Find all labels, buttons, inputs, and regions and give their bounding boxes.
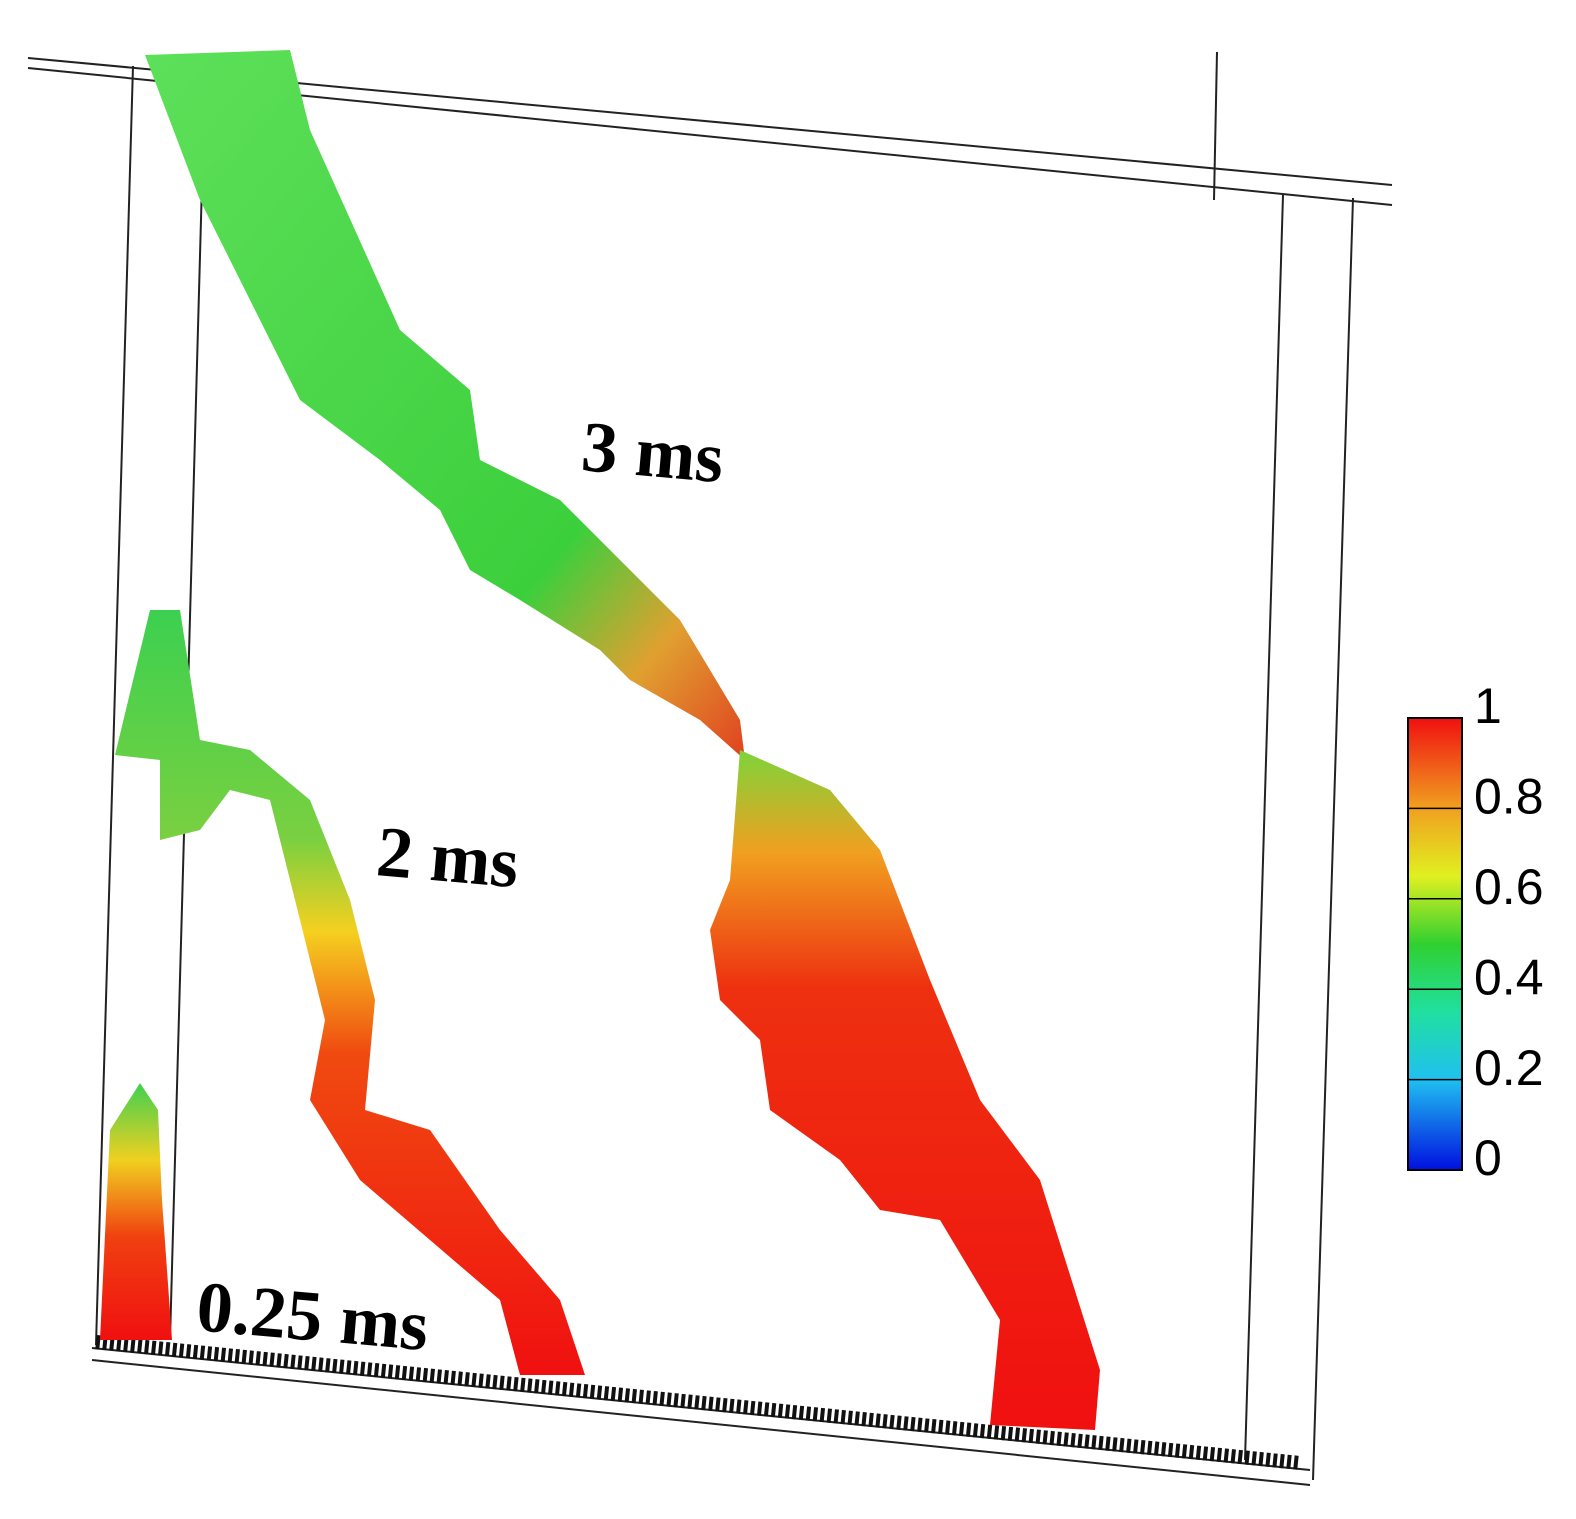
colorbar-tick-label: 0: [1474, 1130, 1502, 1186]
time-label: 2 ms: [374, 811, 522, 903]
plume-3ms-front: [710, 750, 1100, 1430]
plumes: [100, 50, 1100, 1430]
colorbar-ticks: 0 0.2 0.4 0.6 0.8 1: [1408, 678, 1544, 1186]
plume-3ms: [145, 50, 745, 760]
plume-025ms: [100, 1083, 172, 1340]
plume-2ms: [115, 610, 585, 1375]
colorbar-tick-label: 0.2: [1474, 1040, 1544, 1096]
colorbar-tick-label: 1: [1474, 678, 1502, 734]
colorbar-tick-label: 0.4: [1474, 949, 1544, 1005]
time-label: 3 ms: [579, 406, 727, 498]
colorbar: [1407, 717, 1463, 1171]
colorbar-tick-label: 0.8: [1474, 769, 1544, 825]
colorbar-tick-label: 0.6: [1474, 859, 1544, 915]
